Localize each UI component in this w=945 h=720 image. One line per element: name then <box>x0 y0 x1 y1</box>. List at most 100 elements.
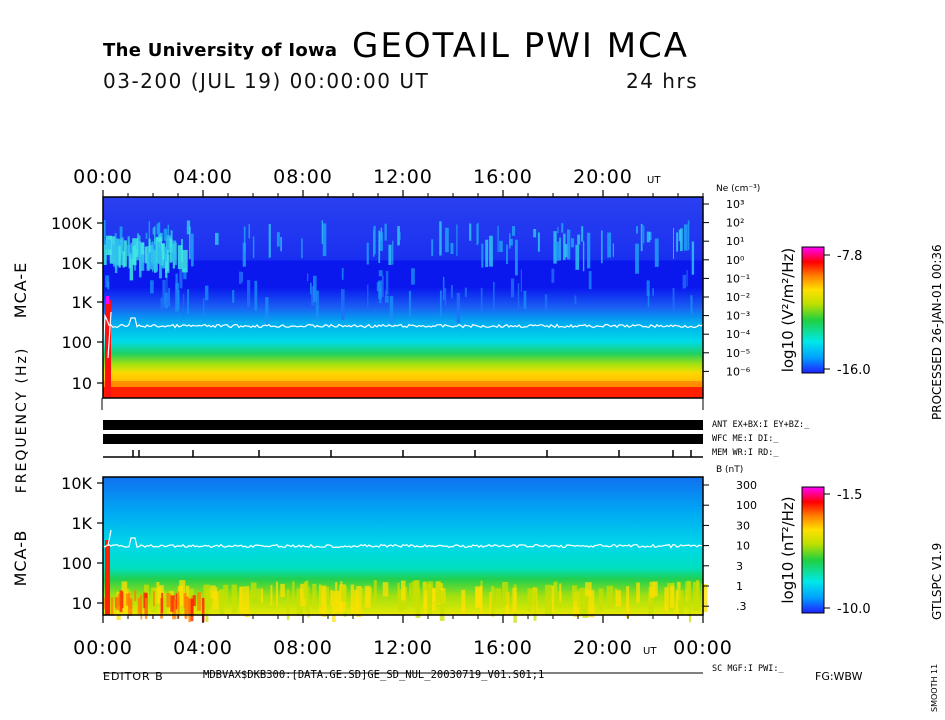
duration-label: 24 hrs <box>626 69 699 93</box>
mca-b-noise-streak <box>678 590 684 614</box>
mca-e-noise-streak <box>652 288 654 296</box>
mca-b-noise-streak <box>336 590 342 614</box>
mca-b-noise-streak <box>415 588 421 618</box>
mca-e-noise-streak <box>533 229 537 238</box>
mca-b-noise-streak <box>144 584 149 600</box>
mca-e-noise-streak <box>517 283 520 310</box>
mca-e-noise-streak <box>673 227 674 259</box>
mca-b-noise-streak <box>307 586 310 618</box>
mca-b-noise-streak <box>160 591 167 615</box>
mca-b-noise-streak <box>588 589 595 618</box>
mca-e-right-tick-label: 10¹ <box>726 235 744 248</box>
mca-e-x-tick-label: 04:00 <box>173 166 233 188</box>
smooth-label: SMOOTH 11 <box>930 663 939 712</box>
mca-e-noise-streak <box>408 290 412 317</box>
mca-b-trace-spike <box>107 529 112 547</box>
mca-e-noise-streak <box>385 290 387 300</box>
status-bar-ant <box>103 420 703 430</box>
mca-e-noise-streak <box>248 224 250 239</box>
mca-b-noise-streak <box>296 588 303 616</box>
status-mem: MEM WR:I RD:_ <box>712 448 779 458</box>
mca-e-noise-streak <box>506 244 508 264</box>
mca-e-noise-streak <box>565 244 568 258</box>
mca-b-noise-streak <box>502 582 509 605</box>
mca-b-noise-streak <box>292 581 295 603</box>
mca-e-noise-streak <box>481 243 484 268</box>
mca-e-noise-streak <box>523 290 527 309</box>
mca-b-noise-hot <box>110 597 114 616</box>
mca-e-trace-spike <box>107 311 112 359</box>
mca-b-noise-hot <box>161 592 164 613</box>
mca-e-noise-streak <box>480 287 483 313</box>
mca-e-noise-streak <box>139 243 145 271</box>
mca-b-noise-hot <box>119 590 123 613</box>
mca-e-noise-streak <box>172 240 177 260</box>
mca-e-noise-streak <box>186 220 191 235</box>
mca-b-x-tick-label: 00:00 <box>673 637 733 659</box>
mca-e-noise-streak <box>239 271 242 284</box>
mca-e-noise-streak <box>378 230 381 263</box>
mca-e-noise-streak <box>114 252 118 274</box>
mca-e-noise-streak <box>431 239 434 256</box>
mca-e-right-tick-label: 10⁰ <box>726 254 745 267</box>
mca-e-noise-streak <box>567 229 571 260</box>
mca-b-x-tick-label: 00:00 <box>73 637 133 659</box>
mca-e-noise-streak <box>310 282 312 295</box>
mca-e-noise-streak <box>384 223 387 241</box>
mca-e-right-tick-label: 10² <box>726 217 744 230</box>
mca-b-noise-streak <box>436 581 441 604</box>
mca-e-noise-streak <box>165 253 168 278</box>
mca-e-band-orange <box>103 381 703 387</box>
mca-b-noise-streak <box>398 589 404 611</box>
mca-e-noise-streak <box>601 230 603 264</box>
mca-b-noise-streak <box>495 588 502 606</box>
mca-b-noise-streak <box>675 589 679 617</box>
mca-e-band-yellow <box>103 372 703 381</box>
mca-b-noise-streak <box>321 585 327 617</box>
mca-e-noise-streak <box>512 226 516 236</box>
mca-b-noise-streak <box>364 585 371 608</box>
mca-e-noise-streak <box>367 284 369 307</box>
mca-e-x-tick-label: 08:00 <box>273 166 333 188</box>
mca-b-noise-streak <box>512 587 517 613</box>
mca-e-noise-streak <box>561 223 564 233</box>
mca-e-y-tick-label: 1K <box>71 293 92 312</box>
mca-b-noise-streak <box>332 591 336 622</box>
mca-e-colorbar-max: -7.8 <box>837 249 862 264</box>
mca-e-noise-streak <box>378 270 383 277</box>
mca-e-noise-streak <box>385 270 389 296</box>
status-sc: SC MGF:I PWI:_ <box>712 664 784 674</box>
mca-e-noise-streak <box>582 241 585 272</box>
mca-b-right-axis-label: B (nT) <box>716 465 743 475</box>
mca-e-noise-streak <box>162 280 166 307</box>
mca-e-panel-label: MCA-E <box>11 262 30 318</box>
mca-e-noise-streak <box>156 242 161 263</box>
mca-e-noise-streak <box>152 250 157 271</box>
mca-e-noise-streak <box>444 287 447 307</box>
status-ant: ANT EX+BX:I EY+BZ:_ <box>712 420 810 430</box>
mca-e-noise-streak <box>555 241 560 261</box>
mca-e-noise-streak <box>575 244 580 270</box>
mca-e-noise-streak <box>559 237 561 261</box>
mca-b-noise-streak <box>249 590 253 606</box>
mca-e-noise-streak <box>691 241 695 275</box>
mca-e-noise-streak <box>587 232 591 269</box>
mca-b-noise-streak <box>158 585 164 600</box>
mca-e-noise-streak <box>553 231 557 264</box>
mca-b-noise-streak <box>636 582 640 603</box>
mca-b-y-tick-label: 100 <box>61 554 92 573</box>
mca-b-noise-streak <box>244 586 250 618</box>
mca-b-noise-streak <box>424 590 428 615</box>
mca-e-noise-streak <box>672 288 675 312</box>
mca-e-noise-streak <box>557 227 559 234</box>
mca-b-noise-streak <box>312 583 317 610</box>
mca-e-noise-streak <box>103 244 107 265</box>
mca-b-noise-streak <box>688 591 692 623</box>
mca-b-noise-hot <box>125 593 130 606</box>
mca-e-noise-streak <box>499 240 503 252</box>
mca-e-noise-streak <box>159 250 162 279</box>
mca-b-noise-streak <box>231 584 237 614</box>
footer-file: MDBVAX$DKB300:[DATA.GE.SD]GE_SD_NUL_2003… <box>203 669 545 681</box>
date-line: 03-200 (JUL 19) 00:00:00 UT <box>103 69 430 93</box>
